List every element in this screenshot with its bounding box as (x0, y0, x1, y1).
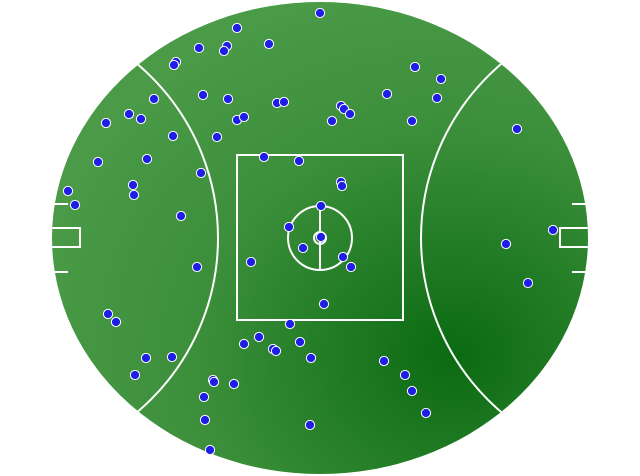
point (140, 352, 152, 364)
point (522, 277, 534, 289)
point (228, 378, 240, 390)
point (222, 93, 234, 105)
point (406, 115, 418, 127)
point (270, 345, 282, 357)
point (336, 180, 348, 192)
point (297, 242, 309, 254)
point (141, 153, 153, 165)
point (168, 59, 180, 71)
point (305, 352, 317, 364)
point (193, 42, 205, 54)
point (102, 308, 114, 320)
point (208, 376, 220, 388)
point (135, 113, 147, 125)
point (191, 261, 203, 273)
point (304, 419, 316, 431)
point (263, 38, 275, 50)
point (399, 369, 411, 381)
point (258, 151, 270, 163)
point (62, 185, 74, 197)
point (231, 22, 243, 34)
point (409, 61, 421, 73)
point (167, 130, 179, 142)
point (500, 238, 512, 250)
point (378, 355, 390, 367)
point (293, 155, 305, 167)
point (435, 73, 447, 85)
point (197, 89, 209, 101)
point (204, 444, 216, 456)
point (345, 261, 357, 273)
point (92, 156, 104, 168)
point (128, 189, 140, 201)
point (110, 316, 122, 328)
point (253, 331, 265, 343)
point (344, 108, 356, 120)
points (62, 7, 559, 456)
point (315, 231, 327, 243)
point (195, 167, 207, 179)
point (314, 7, 326, 19)
point (337, 251, 349, 263)
point (238, 111, 250, 123)
point (511, 123, 523, 135)
point (283, 221, 295, 233)
point (199, 414, 211, 426)
point (238, 338, 250, 350)
point (166, 351, 178, 363)
point (211, 131, 223, 143)
point (218, 45, 230, 57)
point (129, 369, 141, 381)
point (294, 336, 306, 348)
point (326, 115, 338, 127)
point (381, 88, 393, 100)
point (278, 96, 290, 108)
point (148, 93, 160, 105)
point (175, 210, 187, 222)
point (431, 92, 443, 104)
point (547, 224, 559, 236)
point (198, 391, 210, 403)
point (123, 108, 135, 120)
point (420, 407, 432, 419)
point (406, 385, 418, 397)
point (315, 200, 327, 212)
point (100, 117, 112, 129)
point (245, 256, 257, 268)
point (127, 179, 139, 191)
point (69, 199, 81, 211)
point (284, 318, 296, 330)
point (318, 298, 330, 310)
